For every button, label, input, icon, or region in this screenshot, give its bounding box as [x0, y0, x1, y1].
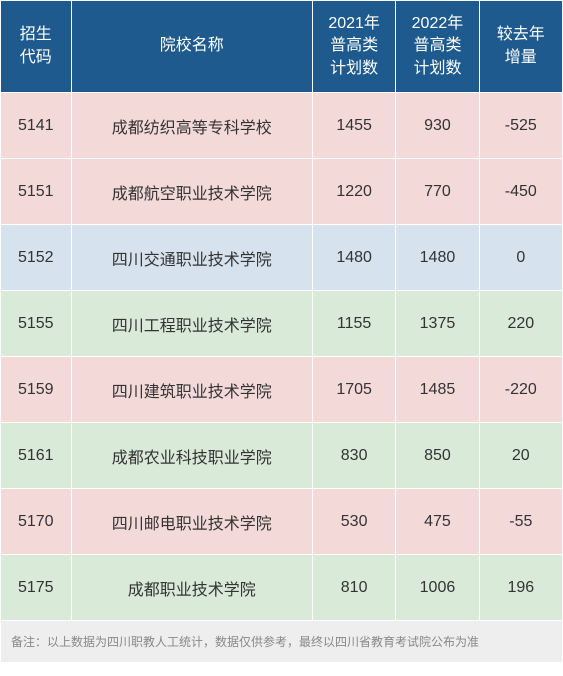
cell-plan2022: 1375: [396, 291, 479, 357]
table-row: 5155四川工程职业技术学院11551375220: [1, 291, 563, 357]
cell-code: 5175: [1, 555, 72, 621]
cell-plan2022: 850: [396, 423, 479, 489]
cell-code: 5161: [1, 423, 72, 489]
cell-code: 5155: [1, 291, 72, 357]
cell-name: 四川工程职业技术学院: [71, 291, 312, 357]
header-code: 招生 代码: [1, 1, 72, 93]
cell-name: 成都职业技术学院: [71, 555, 312, 621]
cell-plan2022: 475: [396, 489, 479, 555]
table-row: 5152四川交通职业技术学院148014800: [1, 225, 563, 291]
table-row: 5175成都职业技术学院8101006196: [1, 555, 563, 621]
cell-delta: 196: [479, 555, 562, 621]
header-plan2022: 2022年 普高类 计划数: [396, 1, 479, 93]
cell-delta: -55: [479, 489, 562, 555]
table-footer-row: 备注：以上数据为四川职教人工统计，数据仅供参考，最终以四川省教育考试院公布为准: [1, 621, 563, 663]
cell-name: 成都航空职业技术学院: [71, 159, 312, 225]
cell-plan2022: 1006: [396, 555, 479, 621]
table-row: 5170四川邮电职业技术学院530475-55: [1, 489, 563, 555]
cell-plan2021: 1455: [312, 93, 395, 159]
cell-delta: 220: [479, 291, 562, 357]
cell-code: 5170: [1, 489, 72, 555]
cell-plan2022: 770: [396, 159, 479, 225]
cell-name: 四川建筑职业技术学院: [71, 357, 312, 423]
cell-delta: 20: [479, 423, 562, 489]
cell-plan2022: 1480: [396, 225, 479, 291]
table-body: 5141成都纺织高等专科学校1455930-5255151成都航空职业技术学院1…: [1, 93, 563, 621]
header-name: 院校名称: [71, 1, 312, 93]
table-header-row: 招生 代码 院校名称 2021年 普高类 计划数 2022年 普高类 计划数 较…: [1, 1, 563, 93]
header-plan2021: 2021年 普高类 计划数: [312, 1, 395, 93]
cell-plan2021: 1705: [312, 357, 395, 423]
cell-name: 成都农业科技职业学院: [71, 423, 312, 489]
cell-plan2021: 810: [312, 555, 395, 621]
cell-plan2022: 930: [396, 93, 479, 159]
cell-plan2022: 1485: [396, 357, 479, 423]
table-row: 5161成都农业科技职业学院83085020: [1, 423, 563, 489]
cell-code: 5159: [1, 357, 72, 423]
cell-code: 5151: [1, 159, 72, 225]
cell-delta: -450: [479, 159, 562, 225]
cell-plan2021: 830: [312, 423, 395, 489]
cell-code: 5141: [1, 93, 72, 159]
header-delta: 较去年 增量: [479, 1, 562, 93]
cell-delta: -525: [479, 93, 562, 159]
cell-plan2021: 530: [312, 489, 395, 555]
table-row: 5151成都航空职业技术学院1220770-450: [1, 159, 563, 225]
cell-name: 成都纺织高等专科学校: [71, 93, 312, 159]
cell-name: 四川交通职业技术学院: [71, 225, 312, 291]
cell-code: 5152: [1, 225, 72, 291]
table-row: 5141成都纺织高等专科学校1455930-525: [1, 93, 563, 159]
cell-name: 四川邮电职业技术学院: [71, 489, 312, 555]
cell-delta: -220: [479, 357, 562, 423]
cell-plan2021: 1155: [312, 291, 395, 357]
enrollment-table: 招生 代码 院校名称 2021年 普高类 计划数 2022年 普高类 计划数 较…: [0, 0, 563, 663]
table-row: 5159四川建筑职业技术学院17051485-220: [1, 357, 563, 423]
cell-plan2021: 1220: [312, 159, 395, 225]
footer-note: 备注：以上数据为四川职教人工统计，数据仅供参考，最终以四川省教育考试院公布为准: [1, 621, 563, 663]
cell-plan2021: 1480: [312, 225, 395, 291]
cell-delta: 0: [479, 225, 562, 291]
